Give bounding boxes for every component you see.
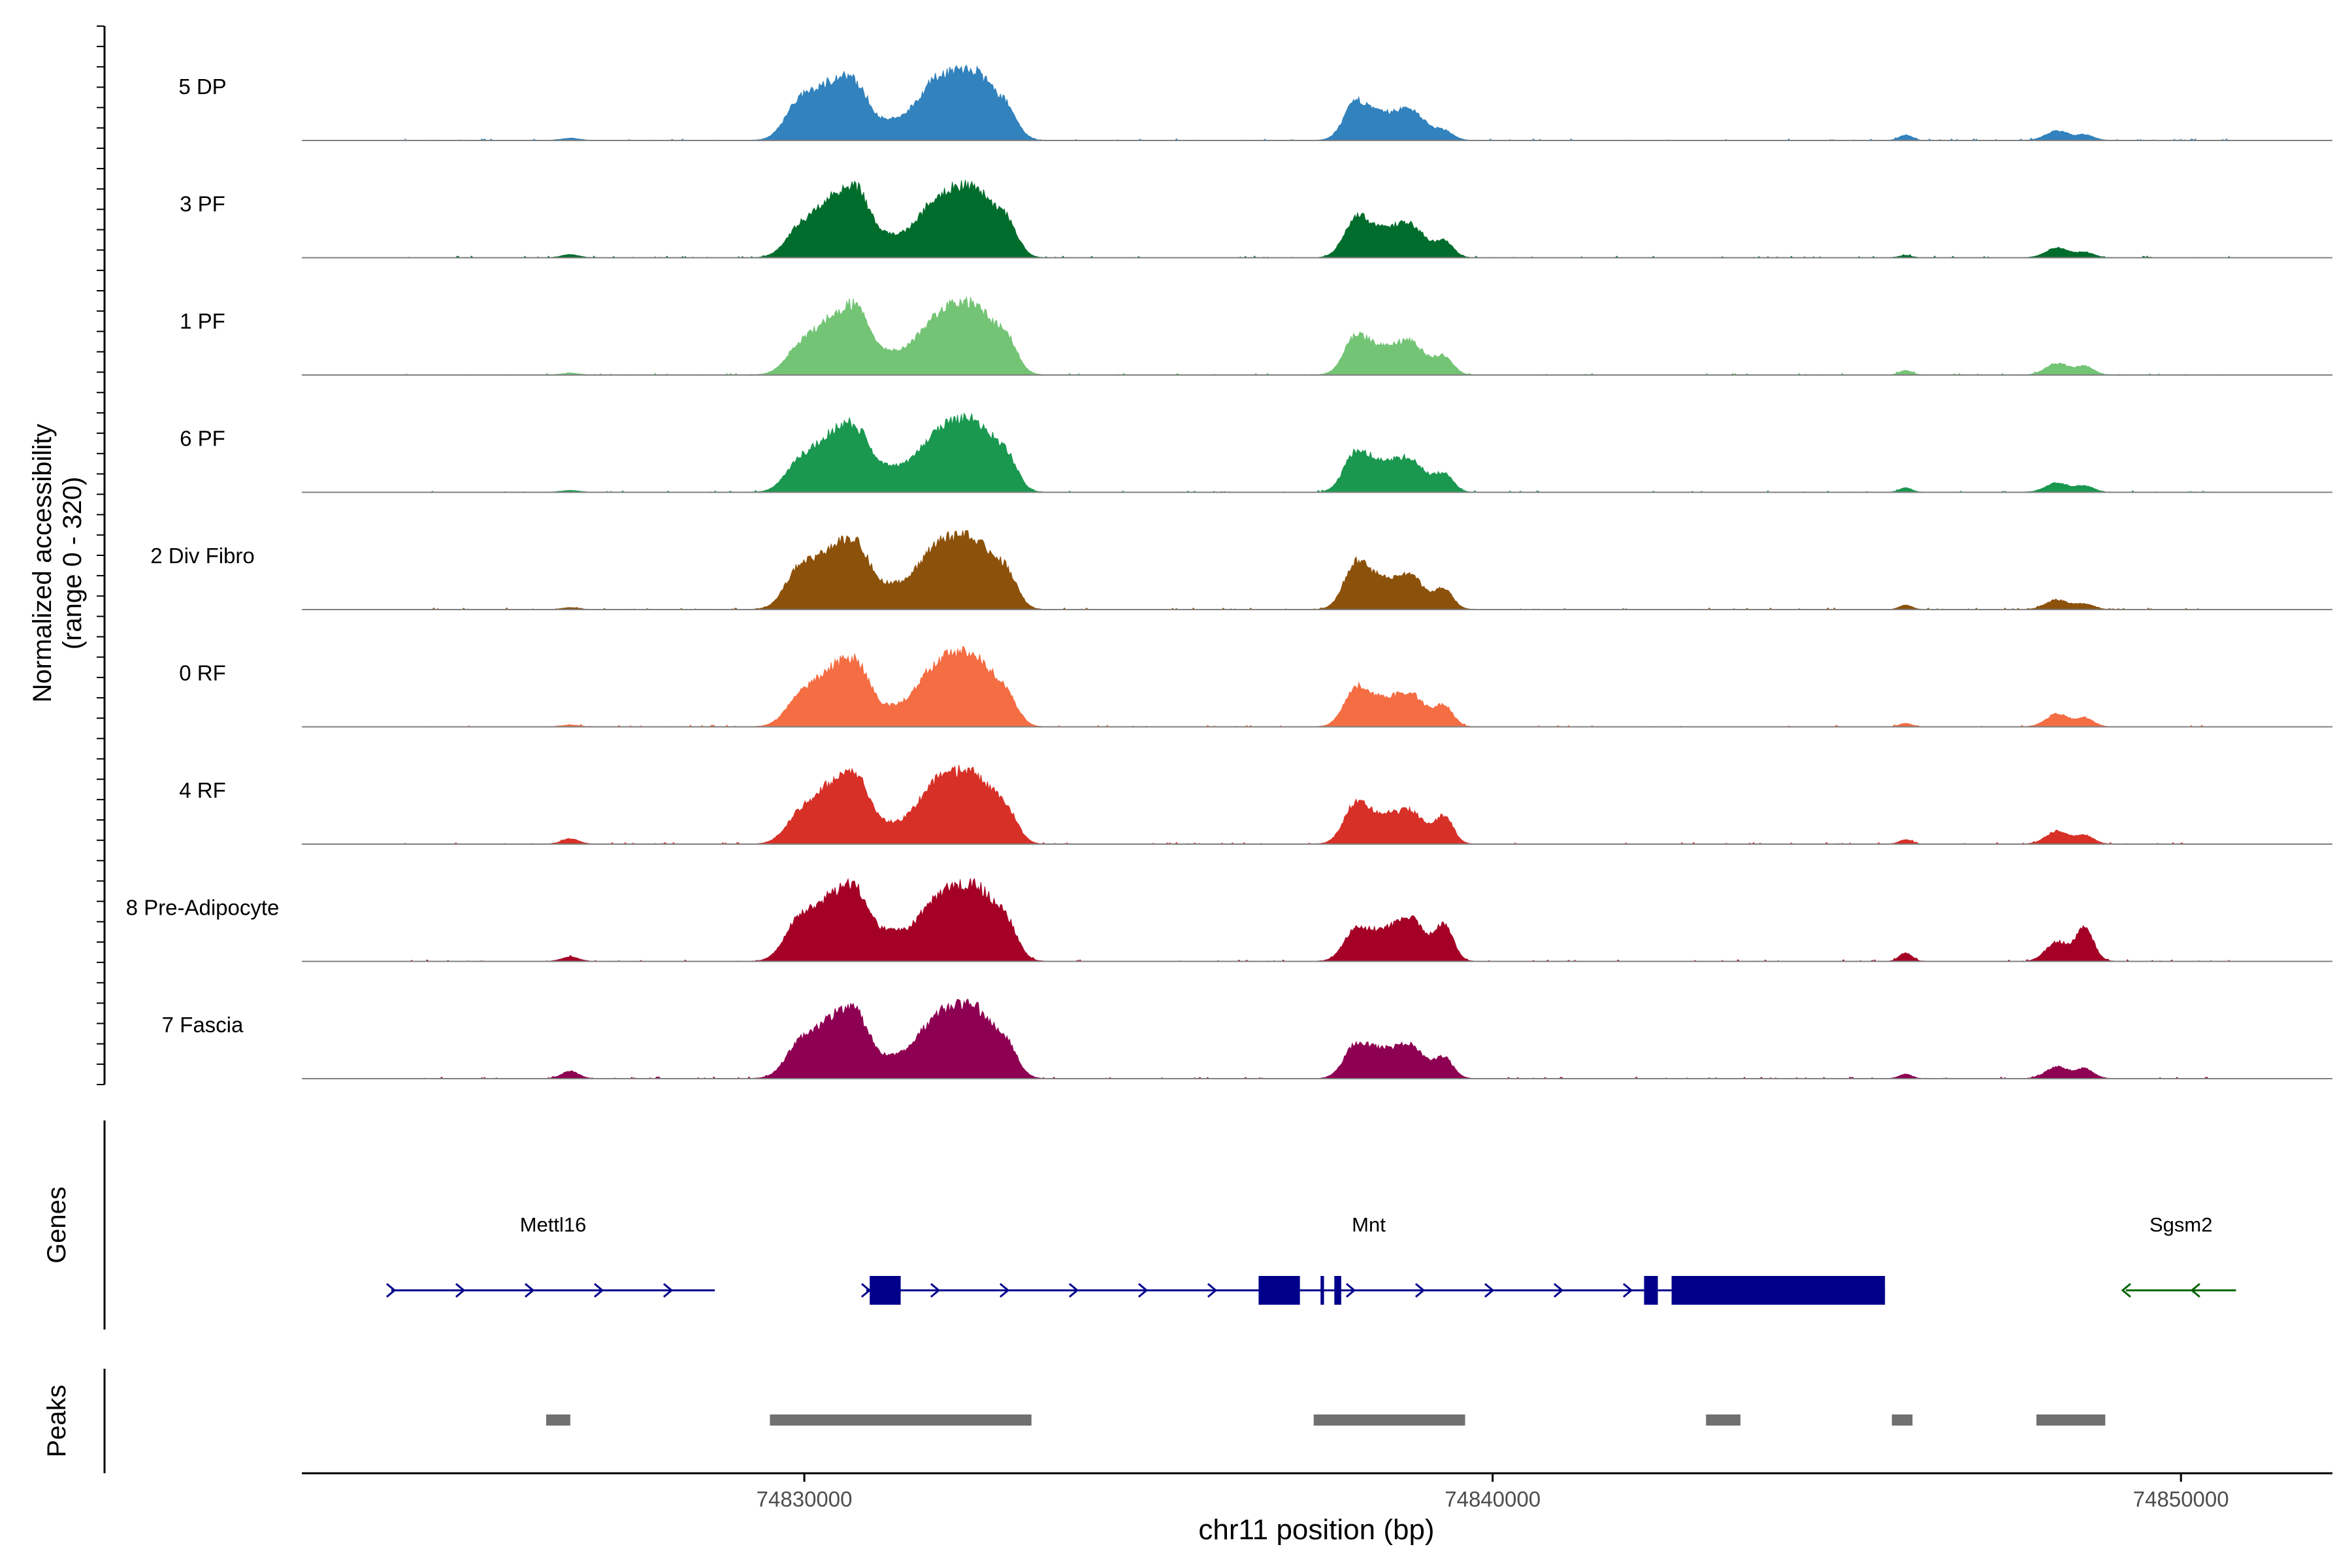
gene-label: Mnt [1352, 1213, 1386, 1236]
peak-region [546, 1414, 570, 1426]
track-6-pf: 6 PF [180, 412, 2332, 493]
track-5-dp: 5 DP [178, 65, 2332, 141]
strand-arrow [999, 1282, 1010, 1298]
peak-region [770, 1414, 1032, 1426]
strand-arrow [663, 1282, 674, 1298]
strand-arrow [1137, 1282, 1149, 1298]
track-8-pre-adipocyte: 8 Pre-Adipocyte [126, 877, 2332, 962]
track-0-rf: 0 RF [179, 645, 2332, 728]
exon-block [1671, 1276, 1886, 1305]
peak-region [1891, 1414, 1913, 1426]
gene-sgsm2: Sgsm2 [2121, 1213, 2236, 1298]
coverage-area [404, 296, 2230, 376]
strand-arrow [386, 1282, 397, 1298]
coverage-area [404, 65, 2230, 141]
coverage-area [404, 877, 2230, 962]
gene-label: Sgsm2 [2149, 1213, 2212, 1236]
gene-annotations: Mettl16 Mnt Sgsm2 [386, 1213, 2236, 1305]
strand-arrow [1553, 1282, 1564, 1298]
track-label: 0 RF [179, 661, 226, 685]
coverage-area [404, 412, 2230, 493]
coverage-area [404, 530, 2230, 610]
x-tick-label: 74840000 [1445, 1487, 1541, 1511]
peak-region [1313, 1414, 1465, 1426]
y-axis-title-line2: (range 0 - 320) [58, 477, 87, 650]
track-7-fascia: 7 Fascia [162, 998, 2332, 1079]
gene-label: Mettl16 [520, 1213, 587, 1236]
strand-arrow [930, 1282, 941, 1298]
exon-block [1644, 1276, 1658, 1305]
coverage-area [404, 998, 2230, 1079]
coverage-area [404, 645, 2230, 728]
track-3-pf: 3 PF [180, 180, 2332, 259]
coverage-area [404, 180, 2230, 259]
strand-arrow [594, 1282, 604, 1298]
strand-arrow [1207, 1282, 1218, 1298]
x-axis-ticks: 74830000 74840000 74850000 [757, 1473, 2229, 1511]
gene-mnt: Mnt [860, 1213, 1886, 1305]
exon-block [1334, 1276, 1341, 1305]
track-label: 7 Fascia [162, 1013, 244, 1037]
strand-arrow [2190, 1282, 2200, 1298]
peak-regions [546, 1414, 2106, 1426]
track-label: 8 Pre-Adipocyte [126, 896, 280, 920]
track-2-div-fibro: 2 Div Fibro [150, 530, 2332, 610]
track-label: 4 RF [179, 778, 226, 802]
peaks-panel-label: Peaks [42, 1384, 71, 1457]
strand-arrow [1484, 1282, 1495, 1298]
track-1-pf: 1 PF [180, 296, 2332, 376]
strand-arrow [1068, 1282, 1079, 1298]
exon-block [1320, 1276, 1324, 1305]
peak-region [1706, 1414, 1740, 1426]
strand-arrow [1414, 1282, 1426, 1298]
x-axis-title: chr11 position (bp) [1198, 1514, 1434, 1546]
y-axis-title-line1: Normalized accessibility [28, 424, 57, 703]
exon-block [870, 1276, 901, 1305]
genes-panel-label: Genes [42, 1186, 71, 1264]
track-label: 6 PF [180, 427, 225, 451]
track-label: 5 DP [178, 74, 226, 99]
coverage-area [404, 764, 2230, 845]
strand-arrow [2121, 1282, 2131, 1298]
coverage-y-ticks [97, 25, 105, 1085]
track-4-rf: 4 RF [179, 764, 2332, 845]
x-tick-label: 74850000 [2133, 1487, 2229, 1511]
strand-arrow [525, 1282, 535, 1298]
exon-block [1258, 1276, 1300, 1305]
strand-arrow [1622, 1282, 1633, 1298]
strand-arrow [455, 1282, 466, 1298]
track-label: 3 PF [180, 192, 225, 216]
track-label: 1 PF [180, 309, 225, 333]
strand-arrow [860, 1282, 872, 1298]
coverage-tracks: 5 DP 3 PF 1 PF 6 PF 2 Div Fibro 0 RF 4 RF 8 Pre… [126, 65, 2332, 1079]
track-label: 2 Div Fibro [150, 544, 255, 568]
x-tick-label: 74830000 [757, 1487, 853, 1511]
strand-arrow [1345, 1282, 1356, 1298]
peak-region [2036, 1414, 2106, 1426]
gene-mettl16: Mettl16 [386, 1213, 715, 1298]
